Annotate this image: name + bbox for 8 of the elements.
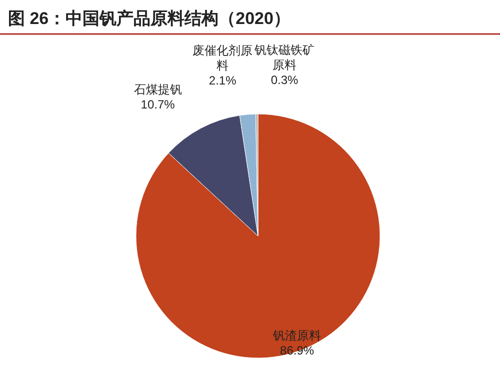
chart-title: 图 26：中国钒产品原料结构（2020）: [8, 9, 290, 28]
slice-label: 钒钛磁铁矿原料: [254, 43, 315, 72]
data-label: 0.3%: [270, 73, 299, 88]
slice-label: 钒渣原料: [272, 328, 322, 342]
slice-label: 废催化剂原料: [192, 44, 253, 73]
data-label: 2.1%: [208, 74, 237, 88]
slice-label: 石煤提钒: [134, 82, 182, 96]
data-label: 10.7%: [140, 97, 176, 112]
